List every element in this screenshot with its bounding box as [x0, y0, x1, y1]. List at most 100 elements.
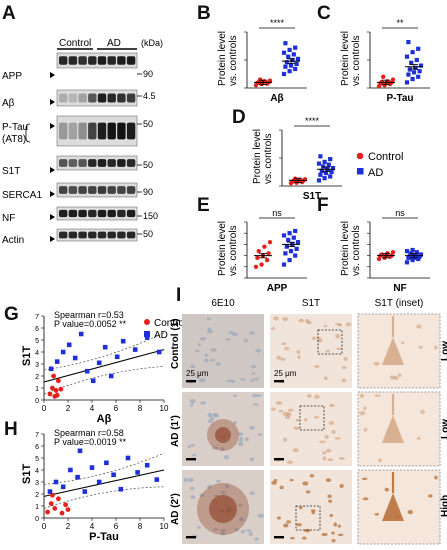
x-tick-label: 0 — [42, 522, 47, 531]
y-axis-label: Protein levelvs. controls — [217, 221, 239, 276]
cell-nucleus — [199, 493, 205, 498]
blot-band — [78, 209, 87, 218]
blot-band — [126, 231, 136, 239]
data-point-ad — [322, 176, 327, 181]
scale-bar-label: 25 μm — [274, 369, 297, 378]
x-axis-label: NF — [393, 283, 406, 294]
blot-marker-label: 4.5 — [143, 91, 156, 101]
chart-f: Protein levelvs. controls NF ns — [340, 208, 430, 294]
data-point-ad — [60, 484, 66, 490]
significance-label: ns — [395, 208, 405, 218]
cell-nucleus — [305, 490, 311, 494]
blot-band — [107, 159, 116, 167]
cell-nucleus — [314, 394, 320, 399]
legend-ad-marker — [144, 331, 150, 337]
cell-nucleus — [327, 494, 332, 498]
cell-nucleus — [298, 506, 303, 510]
cell-nucleus — [207, 484, 212, 489]
data-point-control — [54, 392, 60, 398]
cell-nucleus — [283, 523, 289, 528]
x-tick-label: 4 — [90, 404, 95, 413]
data-point-ad — [410, 76, 415, 82]
significance-label: ** — [396, 18, 404, 28]
cell-nucleus — [284, 346, 290, 351]
cell-nucleus — [251, 371, 256, 375]
blot-band — [78, 56, 87, 65]
histology-image — [358, 470, 440, 544]
data-point-control — [390, 77, 396, 82]
data-point-ad — [404, 249, 410, 254]
data-point-control — [50, 492, 55, 498]
blot-strip — [56, 182, 138, 198]
cell-nucleus — [210, 416, 215, 421]
blot-band — [126, 209, 136, 218]
data-point-ad — [66, 342, 72, 348]
cell-nucleus — [192, 453, 197, 457]
cell-nucleus — [207, 327, 212, 332]
cell-nucleus — [240, 378, 246, 381]
legend-control-label: Control — [154, 318, 186, 329]
blot-strip — [56, 228, 138, 242]
cell-nucleus — [282, 411, 289, 417]
significance-label: ns — [272, 208, 282, 218]
blot-arrow-icon — [50, 167, 55, 173]
y-axis-label: Protein levelvs. controls — [340, 31, 362, 86]
cell-nucleus — [280, 357, 286, 361]
cell-nucleus — [244, 437, 249, 442]
regression-line — [43, 469, 165, 497]
y-tick-label: 2 — [35, 374, 39, 381]
y-tick-label: 4 — [35, 350, 39, 357]
cell-nucleus — [270, 327, 276, 330]
y-tick-label: 3 — [35, 480, 39, 487]
data-point-ad — [89, 465, 95, 470]
cell-nucleus — [359, 411, 366, 416]
data-point-ad — [102, 344, 108, 350]
blot-band — [97, 231, 107, 239]
data-point-ad — [114, 354, 120, 360]
cell-nucleus — [220, 447, 225, 452]
blot-arrow-icon — [50, 236, 55, 242]
data-point-ad — [281, 50, 287, 55]
data-point-ad — [416, 256, 421, 262]
y-tick-label: 6 — [35, 444, 39, 451]
cell-nucleus — [237, 441, 244, 447]
histology-panel: 6E10 S1T S1T (inset) Control (1) 25 μm 25 μm L… — [170, 298, 447, 545]
inset-frame — [357, 391, 441, 467]
data-point-ad — [328, 174, 333, 179]
data-point-ad — [287, 257, 292, 263]
cell-nucleus — [302, 536, 307, 540]
data-point-ad — [284, 244, 289, 249]
cell-nucleus — [239, 518, 245, 522]
scale-bar — [186, 380, 196, 383]
data-point-control — [45, 509, 50, 515]
y-tick-label: 4 — [35, 468, 39, 475]
x-axis-label: P-Tau — [386, 93, 413, 104]
x-tick-label: 10 — [160, 404, 169, 413]
y-tick-label: 2 — [35, 492, 39, 499]
blot-band — [68, 56, 78, 65]
scale-bar — [274, 380, 284, 383]
cell-nucleus — [362, 497, 369, 501]
cell-nucleus — [290, 536, 295, 540]
scale-bar — [186, 458, 196, 461]
blot-band — [107, 209, 116, 218]
y-axis-label: Protein levelvs. controls — [340, 221, 362, 276]
data-point-ad — [287, 231, 292, 236]
cell-nucleus — [374, 512, 380, 516]
inset-box — [317, 329, 343, 355]
data-point-ad — [53, 479, 59, 485]
cell-nucleus — [197, 343, 201, 347]
cell-nucleus — [341, 366, 347, 370]
data-point-ad — [293, 228, 298, 234]
data-point-ad — [414, 57, 419, 63]
legend-control-marker — [144, 319, 150, 325]
blot-band — [126, 56, 136, 65]
blot-band — [88, 186, 97, 194]
stain-grade-label: Low — [440, 341, 447, 361]
cell-nucleus — [256, 394, 262, 397]
cell-nucleus — [310, 509, 316, 512]
blot-band — [78, 93, 87, 103]
data-point-ad — [416, 46, 421, 51]
chart-d: Protein levelvs. controls S1T **** — [252, 116, 342, 202]
data-point-control — [267, 239, 273, 245]
